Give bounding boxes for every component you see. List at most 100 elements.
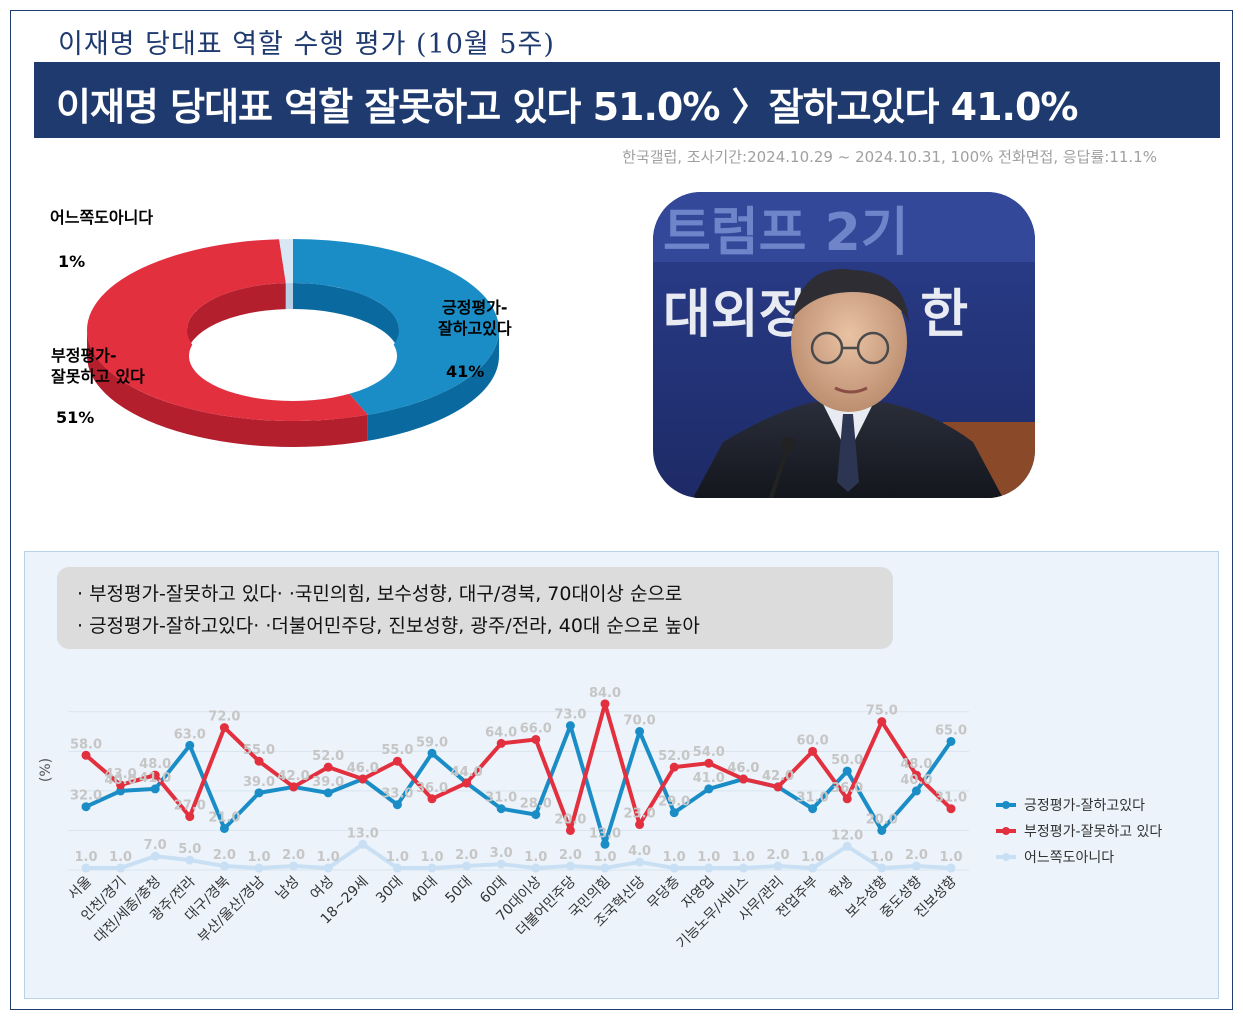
x-tick-label: 40대: [408, 874, 441, 907]
series-line-1: [84, 701, 953, 833]
data-point: [116, 780, 126, 790]
data-point: [842, 794, 852, 804]
data-label: 1.0: [801, 850, 824, 865]
legend-label-2: 어느쪽도아니다: [1024, 850, 1114, 866]
data-point: [496, 804, 506, 814]
data-label: 1.0: [109, 850, 132, 865]
data-label: 27.0: [174, 799, 206, 814]
data-label: 75.0: [866, 704, 898, 719]
data-label: 1.0: [524, 850, 547, 865]
data-point: [946, 804, 956, 814]
data-point: [427, 748, 437, 758]
summary-note-1: · 부정평가-잘못하고 있다· ·국민의힘, 보수성향, 대구/경북, 70대이…: [77, 583, 683, 605]
donut-slice-2: [279, 239, 293, 284]
data-point: [254, 756, 264, 766]
data-label: 29.0: [658, 795, 690, 810]
data-label: 13.0: [589, 826, 621, 841]
x-tick-label: 남성: [273, 874, 303, 904]
data-label: 2.0: [766, 848, 789, 863]
data-point: [773, 861, 783, 871]
data-point: [911, 861, 921, 871]
data-point: [842, 841, 852, 851]
data-label: 13.0: [347, 826, 379, 841]
data-point: [669, 762, 679, 772]
data-label: 39.0: [243, 775, 275, 790]
data-label: 48.0: [900, 757, 932, 772]
data-label: 23.0: [624, 807, 656, 822]
data-label: 59.0: [416, 735, 448, 750]
data-label: 46.0: [347, 761, 379, 776]
pie-value-negative: 51%: [56, 408, 95, 427]
data-point: [150, 784, 160, 794]
data-point: [600, 699, 610, 709]
data-point: [150, 770, 160, 780]
x-tick-label: 여성: [307, 874, 337, 904]
data-label: 58.0: [70, 737, 102, 752]
donut-slice-0: [293, 239, 500, 415]
data-point: [392, 756, 402, 766]
data-point: [289, 782, 299, 792]
data-point: [254, 788, 264, 798]
pie-value-neither: 1%: [58, 252, 86, 271]
data-label: 42.0: [278, 769, 310, 784]
data-label: 21.0: [208, 810, 240, 825]
donut-slice-1: [87, 239, 368, 421]
data-label: 39.0: [312, 775, 344, 790]
data-point: [323, 762, 333, 772]
data-label: 42.0: [762, 769, 794, 784]
data-label: 44.0: [451, 765, 483, 780]
data-point: [877, 863, 887, 873]
data-point: [946, 736, 956, 746]
data-point: [289, 861, 299, 871]
data-label: 1.0: [697, 850, 720, 865]
pie-label-negative-2: 잘못하고 있다: [51, 367, 145, 386]
data-label: 1.0: [317, 850, 340, 865]
data-label: 73.0: [554, 708, 586, 723]
page-subtitle: 이재명 당대표 역할 수행 평가 (10월 5주): [58, 29, 555, 60]
data-label: 41.0: [693, 771, 725, 786]
data-point: [427, 794, 437, 804]
survey-source: 한국갤럽, 조사기간:2024.10.29 ~ 2024.10.31, 100%…: [622, 148, 1157, 166]
data-label: 36.0: [831, 781, 863, 796]
headline-banner: 이재명 당대표 역할 잘못하고 있다 51.0% 〉잘하고있다 41.0%: [34, 62, 1220, 138]
donut-side-1: [87, 330, 368, 448]
data-point: [808, 746, 818, 756]
data-label: 52.0: [312, 749, 344, 764]
data-point: [254, 863, 264, 873]
x-tick-label: 50대: [442, 874, 475, 907]
data-point: [808, 804, 818, 814]
data-point: [219, 823, 229, 833]
data-label: 48.0: [139, 757, 171, 772]
summary-note-box: · 부정평가-잘못하고 있다· ·국민의힘, 보수성향, 대구/경북, 70대이…: [57, 567, 893, 649]
y-axis-label: (%): [38, 758, 54, 782]
pie-label-neither: 어느쪽도아니다: [50, 208, 154, 227]
data-label: 3.0: [490, 846, 513, 861]
series-line-0: [85, 723, 953, 847]
data-label: 60.0: [797, 733, 829, 748]
data-point: [565, 825, 575, 835]
data-label: 1.0: [663, 850, 686, 865]
data-point: [358, 839, 368, 849]
data-point: [600, 839, 610, 849]
pie-value-positive: 41%: [446, 362, 485, 381]
data-label: 52.0: [658, 749, 690, 764]
data-point: [565, 861, 575, 871]
summary-note-2: · 긍정평가-잘하고있다· ·더불어민주당, 진보성향, 광주/전라, 40대 …: [77, 615, 700, 637]
data-label: 1.0: [247, 850, 270, 865]
data-label: 20.0: [866, 812, 898, 827]
data-point: [496, 738, 506, 748]
headline-text: 이재명 당대표 역할 잘못하고 있다 51.0% 〉잘하고있다 41.0%: [56, 85, 1079, 129]
data-label: 12.0: [831, 828, 863, 843]
data-label: 2.0: [559, 848, 582, 863]
data-label: 72.0: [208, 710, 240, 725]
data-point: [462, 861, 472, 871]
data-point: [81, 802, 91, 812]
x-tick-label: 학생: [826, 874, 856, 904]
data-point: [392, 863, 402, 873]
data-point: [565, 721, 575, 731]
pie-label-negative-1: 부정평가-: [51, 346, 117, 365]
data-label: 2.0: [213, 848, 236, 863]
x-tick-label: 무당층: [644, 873, 683, 912]
data-label: 64.0: [485, 725, 517, 740]
demographic-line-chart: (%)32.040.0 41.063.021.039.0 42.0 39.046.03…: [38, 686, 1162, 952]
